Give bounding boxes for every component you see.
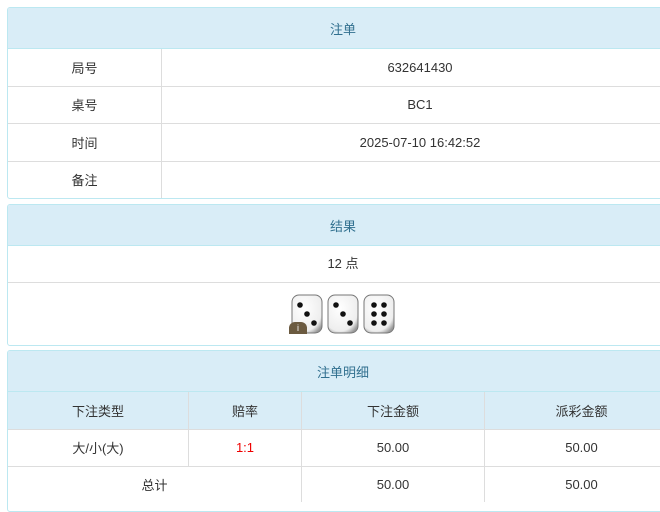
result-panel-title: 结果 <box>8 205 660 246</box>
total-payout: 50.00 <box>485 466 660 502</box>
payout: 50.00 <box>485 429 660 466</box>
remark-label: 备注 <box>8 161 162 198</box>
round-value: 632641430 <box>162 49 660 86</box>
detail-panel-title: 注单明细 <box>8 351 660 392</box>
result-points: 12 点 <box>8 246 660 283</box>
die-3 <box>327 294 359 334</box>
die-3: i <box>291 294 323 334</box>
total-row: 总计 50.00 50.00 <box>8 466 660 502</box>
bet-amount: 50.00 <box>302 429 485 466</box>
bet-type: 大/小(大) <box>8 429 189 466</box>
odds: 1:1 <box>189 429 302 466</box>
time-label: 时间 <box>8 123 162 161</box>
die-6 <box>363 294 395 334</box>
header-payout: 派彩金额 <box>485 392 660 429</box>
info-icon[interactable]: i <box>289 322 307 334</box>
total-label: 总计 <box>8 466 302 502</box>
order-panel-title: 注单 <box>8 8 660 49</box>
detail-panel: 注单明细 下注类型 赔率 下注金额 派彩金额 大/小(大) 1:1 50.00 … <box>7 350 660 512</box>
header-odds: 赔率 <box>189 392 302 429</box>
round-label: 局号 <box>8 49 162 86</box>
table-value: BC1 <box>162 86 660 123</box>
table-row: 大/小(大) 1:1 50.00 50.00 <box>8 429 660 466</box>
remark-value <box>162 161 660 198</box>
table-label: 桌号 <box>8 86 162 123</box>
total-bet: 50.00 <box>302 466 485 502</box>
result-panel: 结果 12 点 i <box>7 204 660 346</box>
time-value: 2025-07-10 16:42:52 <box>162 123 660 161</box>
dice-row: i <box>8 283 660 345</box>
header-bet-amount: 下注金额 <box>302 392 485 429</box>
header-bet-type: 下注类型 <box>8 392 189 429</box>
